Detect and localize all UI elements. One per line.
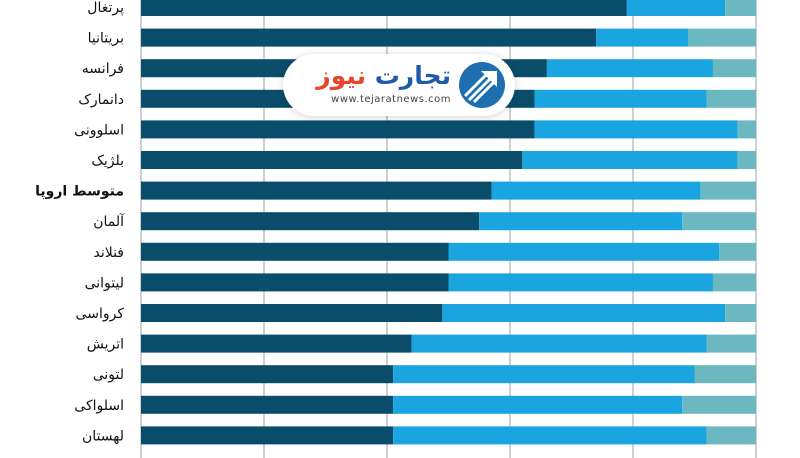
bar-segment-1 [141, 120, 535, 139]
bar-segment-1 [141, 334, 412, 353]
bar-segment-1 [141, 242, 449, 261]
category-label: لیتوانی [85, 275, 124, 291]
bar-segment-1 [141, 273, 449, 292]
bar-segment-3 [725, 0, 756, 16]
bar-segment-3 [737, 120, 756, 139]
bar-segment-1 [141, 395, 394, 414]
bar-segment-3 [694, 365, 756, 384]
category-label: پرتغال [87, 0, 124, 16]
bar-segment-3 [706, 89, 756, 108]
bar-segment-1 [141, 365, 394, 384]
bar-segment-2 [393, 365, 695, 384]
bar-segment-2 [546, 59, 713, 78]
bar-segment-2 [448, 273, 713, 292]
bar-segment-2 [442, 304, 726, 322]
category-label: کرواسی [76, 306, 125, 322]
bar-segment-1 [141, 181, 492, 200]
category-label: بریتانیا [88, 31, 124, 47]
bar-segment-3 [719, 242, 756, 261]
bar-segment-2 [393, 395, 683, 414]
bar-segment-2 [479, 212, 683, 231]
bar-segment-1 [141, 28, 597, 47]
bar-segment-1 [141, 151, 523, 169]
category-label: لهستان [82, 428, 124, 444]
bar-segment-2 [491, 181, 701, 200]
bar-segment-1 [141, 304, 443, 322]
category-label: فنلاند [93, 245, 124, 261]
watermark-logo: تجارت نیوز www.tejaratnews.com [283, 54, 515, 116]
bar-segment-2 [626, 0, 726, 16]
category-label: فرانسه [82, 61, 124, 77]
bar-segment-3 [700, 181, 756, 200]
bar-segment-1 [141, 0, 627, 16]
category-label: اسلوونی [74, 122, 124, 138]
bar-segment-2 [411, 334, 707, 353]
bar-segment-3 [712, 273, 756, 292]
bar-segment-2 [448, 242, 720, 261]
logo-title: تجارت نیوز [316, 61, 451, 90]
category-label: آلمان [93, 213, 125, 230]
bar-segment-1 [141, 212, 480, 231]
logo-url: www.tejaratnews.com [331, 94, 451, 105]
bar-segment-3 [688, 28, 756, 47]
category-label: لتونی [93, 367, 124, 383]
bar-segment-2 [596, 28, 689, 47]
category-label: بلژیک [91, 153, 124, 169]
bar-segment-3 [725, 304, 756, 322]
bar-segment-3 [706, 334, 756, 353]
bar-segment-2 [534, 120, 738, 139]
bar-segment-3 [712, 59, 756, 78]
category-label: اسلواکی [74, 398, 124, 414]
bar-segment-2 [534, 89, 707, 108]
category-label: دانمارک [78, 92, 124, 108]
bar-segment-3 [706, 426, 756, 445]
category-label: متوسط اروپا [35, 184, 124, 200]
logo-arrow-icon [459, 62, 505, 108]
bar-segment-3 [682, 212, 756, 231]
bar-segment-1 [141, 426, 394, 445]
category-labels: پرتغال بریتانیا فرانسه دانمارک اسلوونی بلژیک م… [35, 0, 125, 444]
bar-segment-3 [682, 395, 756, 414]
bar-segment-3 [737, 151, 756, 169]
bar-segment-2 [393, 426, 707, 445]
bar-segment-2 [522, 151, 738, 169]
category-label: اتریش [87, 337, 124, 353]
